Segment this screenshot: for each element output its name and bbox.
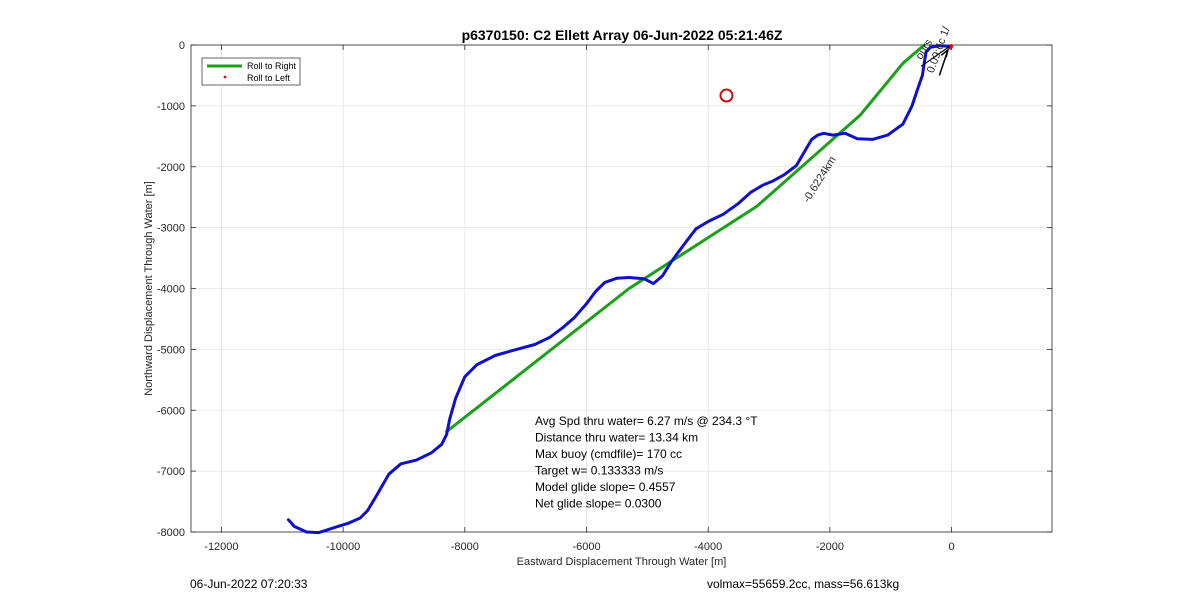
y-tick-label: -2000 <box>157 162 185 174</box>
footer-timestamp: 06-Jun-2022 07:20:33 <box>190 577 308 591</box>
legend-swatch-roll-left <box>223 75 227 79</box>
chart-title: p6370150: C2 Ellett Array 06-Jun-2022 05… <box>462 27 783 43</box>
roll-right-line <box>445 43 926 434</box>
footer-volmax-mass: volmax=55659.2cc, mass=56.613kg <box>707 577 900 591</box>
current-arrow-head <box>940 47 950 58</box>
x-axis-label: Eastward Displacement Through Water [m] <box>517 556 727 568</box>
stat-model-glide-slope: Model glide slope= 0.4557 <box>535 480 676 494</box>
y-tick-label: -8000 <box>157 527 185 539</box>
series-layer <box>286 43 954 535</box>
track-line <box>286 44 950 535</box>
y-tick-label: -4000 <box>157 284 185 296</box>
stat-max-buoy: Max buoy (cmdfile)= 170 cc <box>535 447 682 461</box>
ticks: -12000 -10000 -8000 -6000 -4000 -2000 0 0 -1000 -… <box>157 40 1052 553</box>
y-tick-label: -7000 <box>157 466 185 478</box>
y-tick-label: -5000 <box>157 344 185 356</box>
x-tick-label: 0 <box>949 541 955 553</box>
grid <box>191 44 1052 533</box>
x-tick-label: -8000 <box>451 541 479 553</box>
legend-label-roll-right: Roll to Right <box>247 61 297 71</box>
stat-distance: Distance thru water= 13.34 km <box>535 431 698 445</box>
legend-box <box>201 57 301 86</box>
legend: Roll to Right Roll to Left <box>201 57 301 86</box>
y-tick-label: -3000 <box>157 223 185 235</box>
x-tick-label: -4000 <box>694 541 722 553</box>
x-tick-label: -10000 <box>326 541 360 553</box>
stat-avg-speed: Avg Spd thru water= 6.27 m/s @ 234.3 °T <box>535 414 758 428</box>
marker-circle <box>719 88 734 103</box>
y-tick-label: 0 <box>179 40 185 52</box>
roll-left-point <box>948 44 954 49</box>
legend-label-roll-left: Roll to Left <box>247 73 291 83</box>
x-tick-label: -2000 <box>816 541 844 553</box>
y-tick-label: -1000 <box>157 101 185 113</box>
x-tick-label: -6000 <box>572 541 600 553</box>
stat-net-glide-slope: Net glide slope= 0.0300 <box>535 497 662 511</box>
y-axis-label: Northward Displacement Through Water [m] <box>143 181 155 396</box>
stats-block: Avg Spd thru water= 6.27 m/s @ 234.3 °T … <box>535 414 758 511</box>
y-tick-label: -6000 <box>157 405 185 417</box>
x-tick-label: -12000 <box>204 541 238 553</box>
stat-target-w: Target w= 0.133333 m/s <box>535 464 663 478</box>
track-arrow-line <box>920 45 951 67</box>
